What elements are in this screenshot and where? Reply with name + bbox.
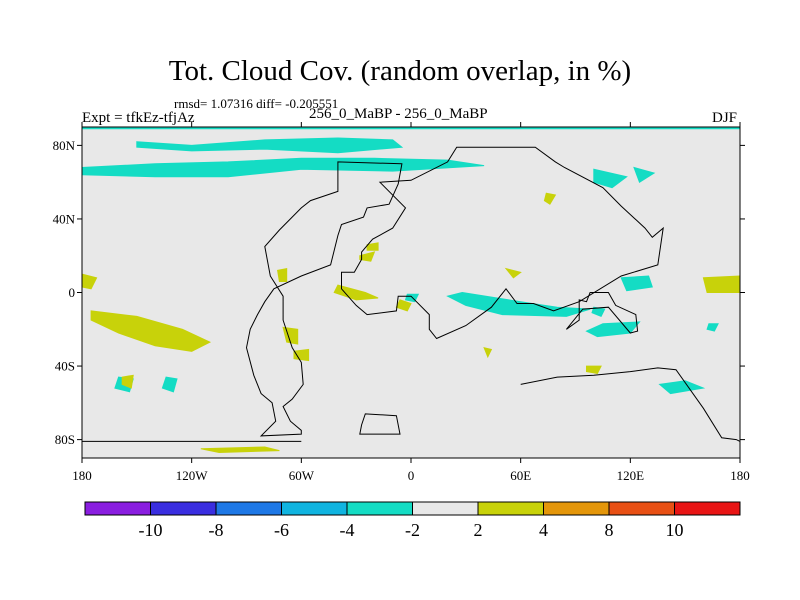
colorbar-swatch xyxy=(215,501,282,516)
colorbar-swatch xyxy=(674,501,741,516)
colorbar-label: 8 xyxy=(605,520,614,540)
positive-anomaly-region xyxy=(82,273,98,290)
x-tick-label: 120E xyxy=(617,468,645,483)
y-tick-label: 80S xyxy=(55,432,75,447)
positive-anomaly-region xyxy=(359,251,376,262)
colorbar-label: 2 xyxy=(474,520,483,540)
coastline-antarctic-island xyxy=(359,413,401,435)
x-tick-label: 180 xyxy=(72,468,92,483)
y-tick-label: 0 xyxy=(69,285,76,300)
experiment-label: Expt = tfkEz-tfjAz xyxy=(82,110,195,126)
y-tick-label: 40N xyxy=(53,211,76,226)
positive-anomaly-region xyxy=(121,374,134,389)
case-label: 256_0_MaBP - 256_0_MaBP xyxy=(309,106,488,122)
positive-anomaly-region xyxy=(90,310,212,352)
x-tick-label: 120W xyxy=(176,468,209,483)
positive-anomaly-region xyxy=(333,284,379,301)
negative-anomaly-region xyxy=(593,168,628,189)
colorbar-swatch xyxy=(412,501,479,516)
positive-anomaly-region xyxy=(277,267,288,282)
map-area xyxy=(82,127,740,458)
map-background xyxy=(82,127,740,458)
positive-anomaly-region xyxy=(483,346,493,359)
colorbar-swatch xyxy=(608,501,675,516)
coastline-australia xyxy=(566,292,639,334)
x-tick-label: 60W xyxy=(289,468,315,483)
negative-anomaly-region xyxy=(706,323,719,332)
positive-anomaly-region xyxy=(366,242,379,251)
negative-anomaly-region xyxy=(591,306,606,318)
x-tick-label: 0 xyxy=(408,468,415,483)
colorbar-label: 4 xyxy=(539,520,548,540)
coastline-antarctica-east xyxy=(520,367,740,442)
season-label: DJF xyxy=(712,110,738,126)
colorbar-swatch xyxy=(543,501,610,516)
negative-anomaly-region xyxy=(620,275,653,292)
positive-anomaly-region xyxy=(200,446,280,454)
colorbar-label: -8 xyxy=(209,520,224,540)
colorbar-swatch xyxy=(281,501,348,516)
colorbar-label: 10 xyxy=(666,520,684,540)
positive-anomaly-region xyxy=(543,192,557,205)
colorbar-swatch xyxy=(84,501,151,516)
stats-label: rmsd= 1.07316 diff= -0.205551 xyxy=(174,96,339,111)
negative-anomaly-region xyxy=(633,166,656,183)
colorbar-label: -2 xyxy=(405,520,420,540)
y-tick-label: 80N xyxy=(53,138,76,153)
negative-anomaly-region xyxy=(161,376,178,393)
coastline-eurasia-africa xyxy=(341,146,664,340)
positive-anomaly-region xyxy=(586,365,602,374)
colorbar-swatch xyxy=(477,501,544,516)
colorbar-label: -10 xyxy=(139,520,163,540)
chart-title: Tot. Cloud Cov. (random overlap, in %) xyxy=(168,55,632,87)
y-tick-label: 40S xyxy=(55,359,75,374)
coastlines xyxy=(82,146,740,442)
colorbar-swatch xyxy=(150,501,217,516)
positive-anomaly-region xyxy=(702,275,740,293)
colorbar: -10 -8 -6 -4 -2 2 4 8 10 xyxy=(84,501,741,540)
colorbar-swatch xyxy=(346,501,413,516)
x-tick-label: 180 xyxy=(730,468,750,483)
coastline-americas xyxy=(245,161,403,437)
positive-anomaly-region xyxy=(504,267,522,279)
negative-anomaly-region xyxy=(585,321,641,338)
colorbar-label: -4 xyxy=(340,520,355,540)
positive-anomaly-region xyxy=(293,348,310,362)
colorbar-label: -6 xyxy=(274,520,289,540)
negative-anomaly-region xyxy=(136,137,404,154)
negative-anomaly-region xyxy=(658,380,706,395)
x-tick-label: 60E xyxy=(510,468,531,483)
axis-ticks: 180 120W 60W 0 60E 120E 180 80N 40N 0 40S 80S xyxy=(53,122,750,483)
